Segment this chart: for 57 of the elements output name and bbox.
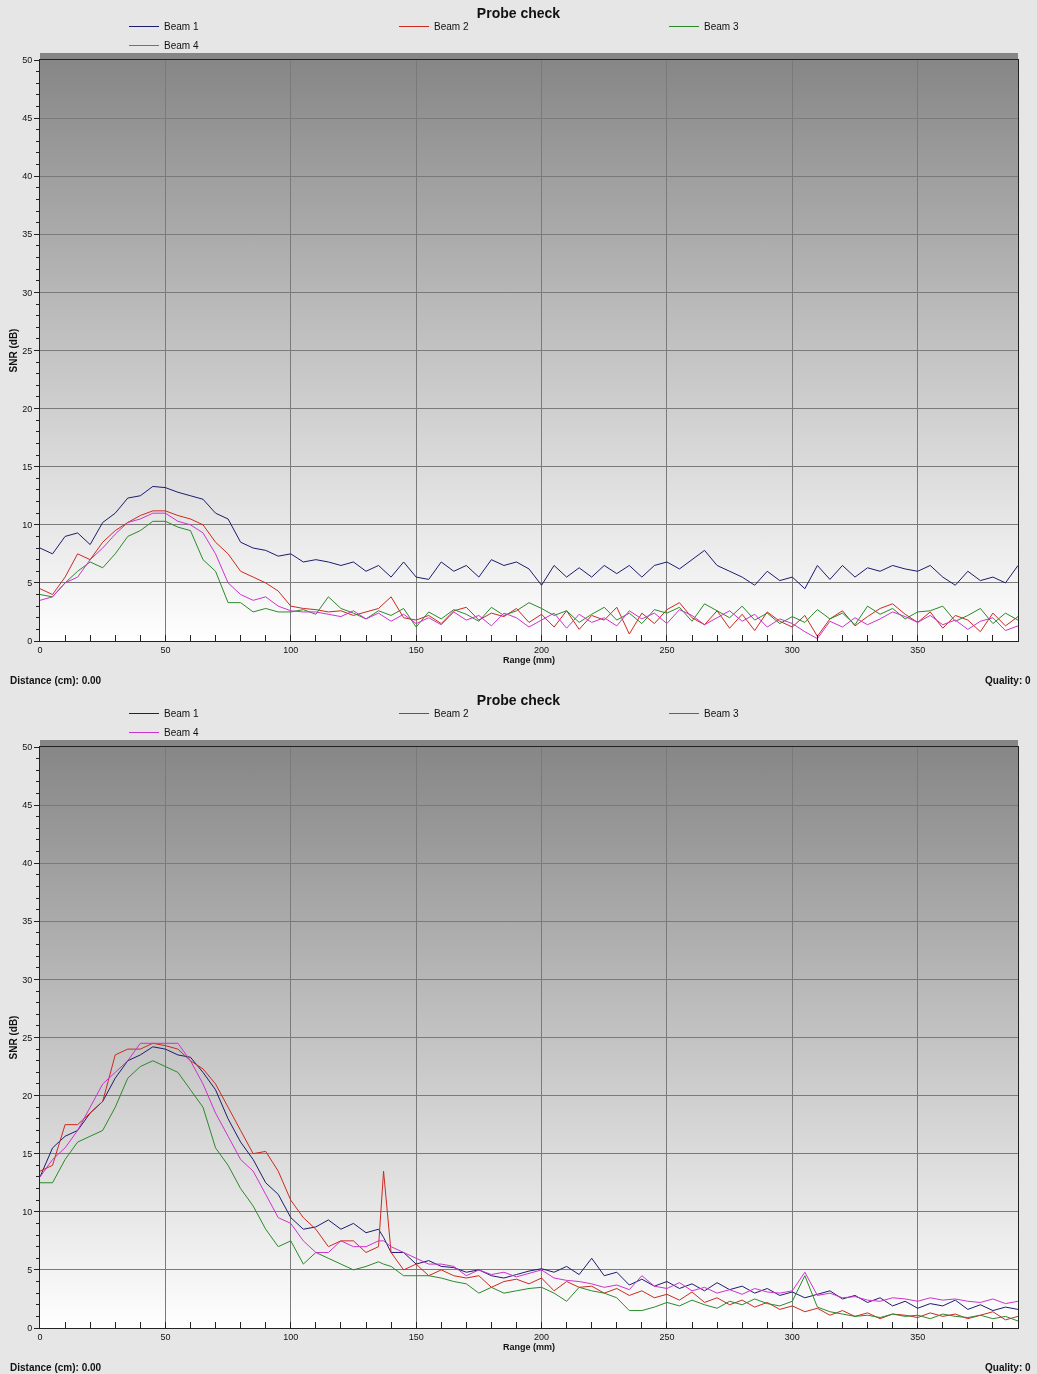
text: Distance (cm): 0.00	[10, 1362, 102, 1373]
x-tick-label: 150	[408, 1331, 424, 1342]
y-tick-label: 25	[22, 345, 33, 356]
legend-label: Beam 2	[434, 21, 469, 33]
text: Distance (cm): 0.00	[10, 675, 102, 686]
x-tick-label: 350	[910, 644, 926, 655]
x-tick-label: 0	[37, 644, 43, 655]
y-tick-label: 20	[22, 1090, 33, 1101]
text: Quality: 0	[985, 1362, 1031, 1373]
y-tick-label: 30	[22, 974, 33, 985]
y-tick-label: 40	[22, 171, 33, 182]
line-series	[40, 485, 1018, 590]
y-tick-label: 15	[22, 461, 33, 472]
y-axis-title: SNR (dB)	[8, 1015, 20, 1060]
y-tick-label: 5	[27, 1265, 33, 1276]
y-axis-title: SNR (dB)	[8, 328, 20, 373]
x-tick-label: 250	[659, 1331, 675, 1342]
y-tick-label: 10	[22, 519, 33, 530]
text: Quality: 0	[985, 675, 1031, 686]
y-tick-label: 35	[22, 916, 33, 927]
y-tick-label: 45	[22, 113, 33, 124]
legend-label: Beam 4	[164, 40, 199, 52]
y-tick-label: 50	[22, 742, 33, 753]
legend-label: Beam 3	[704, 708, 739, 720]
y-tick-label: 50	[22, 55, 33, 66]
x-tick-label: 50	[160, 1331, 171, 1342]
legend-label: Beam 2	[434, 708, 469, 720]
chart-title: Probe check	[476, 4, 561, 21]
y-tick-label: 20	[22, 403, 33, 414]
y-tick-label: 10	[22, 1206, 33, 1217]
x-tick-label: 100	[283, 644, 299, 655]
x-tick-label: 150	[408, 644, 424, 655]
y-tick-label: 0	[27, 636, 33, 647]
legend-label: Beam 1	[164, 21, 199, 33]
x-tick-label: 200	[534, 644, 550, 655]
x-tick-label: 50	[160, 644, 171, 655]
y-tick-label: 45	[22, 800, 33, 811]
x-tick-label: 200	[534, 1331, 550, 1342]
x-tick-label: 0	[37, 1331, 43, 1342]
x-axis-title: Range (mm)	[502, 654, 556, 665]
y-tick-label: 15	[22, 1148, 33, 1159]
x-tick-label: 300	[784, 644, 800, 655]
legend-label: Beam 4	[164, 727, 199, 739]
legend-label: Beam 3	[704, 21, 739, 33]
x-tick-label: 250	[659, 644, 675, 655]
x-tick-label: 100	[283, 1331, 299, 1342]
x-axis-title: Range (mm)	[502, 1341, 556, 1352]
y-tick-label: 35	[22, 229, 33, 240]
y-tick-label: 5	[27, 578, 33, 589]
y-tick-label: 0	[27, 1323, 33, 1334]
y-tick-label: 40	[22, 858, 33, 869]
legend-label: Beam 1	[164, 708, 199, 720]
y-tick-label: 25	[22, 1032, 33, 1043]
chart-title: Probe check	[476, 691, 561, 708]
y-tick-label: 30	[22, 287, 33, 298]
x-tick-label: 350	[910, 1331, 926, 1342]
x-tick-label: 300	[784, 1331, 800, 1342]
